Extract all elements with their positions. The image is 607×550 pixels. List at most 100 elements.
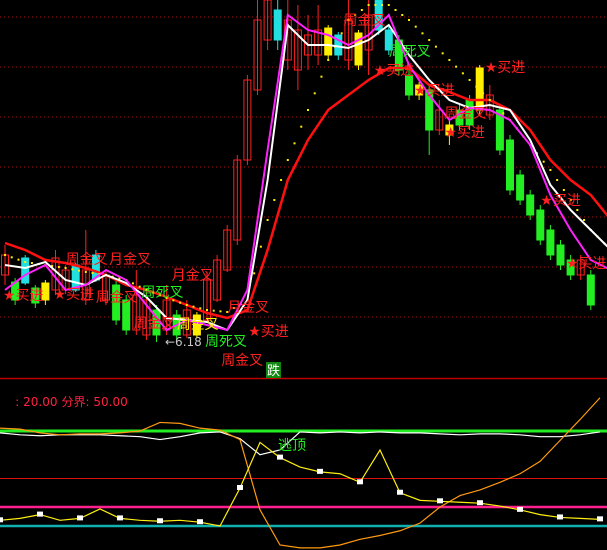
dotted-ma-point	[434, 45, 437, 48]
indicator-marker	[597, 516, 603, 522]
dotted-ma-point	[502, 112, 505, 115]
signal-label: 周死叉	[141, 285, 183, 301]
dotted-ma-point	[226, 311, 229, 313]
param-1-value: : 20.00	[15, 395, 58, 409]
dotted-ma-point	[300, 125, 303, 128]
dotted-ma-point	[131, 282, 134, 285]
dotted-ma-point	[280, 179, 283, 181]
candle	[31, 287, 40, 304]
indicator-marker	[437, 498, 443, 504]
dotted-ma-point	[145, 289, 148, 291]
candle	[324, 27, 333, 56]
dotted-ma-point	[387, 4, 390, 6]
candle	[203, 279, 211, 321]
candle	[112, 284, 121, 321]
indicator-marker	[37, 511, 43, 517]
dotted-ma-point	[347, 19, 350, 21]
dotted-ma-point	[488, 99, 491, 101]
dotted-ma-point	[367, 4, 370, 6]
dotted-ma-point	[4, 254, 6, 256]
signal-label: ★买进	[485, 60, 526, 76]
moving-average-line-2	[4, 22, 607, 332]
indicator-marker	[157, 518, 163, 524]
candle	[223, 229, 232, 271]
dotted-ma-point	[17, 258, 20, 261]
dotted-ma-point	[441, 52, 444, 55]
dotted-ma-point	[394, 9, 397, 11]
signal-label: ★买进	[540, 193, 581, 209]
candle	[21, 257, 30, 284]
signal-label: 周死叉	[205, 334, 247, 350]
dotted-ma-point	[562, 189, 565, 191]
indicator-marker	[117, 515, 123, 521]
dotted-ma-point	[259, 245, 262, 248]
candle	[273, 9, 282, 41]
candle	[142, 299, 151, 336]
dotted-ma-point	[293, 142, 296, 145]
indicator-marker	[197, 519, 203, 525]
dotted-ma-point	[64, 267, 67, 269]
dotted-ma-point	[421, 32, 424, 35]
signal-label: 周金叉	[343, 13, 385, 29]
dotted-ma-point	[51, 265, 54, 267]
dotted-ma-point	[206, 309, 208, 311]
indicator-signal-label: 逃顶	[278, 438, 306, 454]
signal-label: ★买进	[444, 125, 485, 141]
dotted-ma-point	[165, 297, 168, 299]
dotted-ma-point	[448, 59, 451, 61]
dotted-ma-point	[455, 65, 458, 68]
dotted-ma-point	[91, 272, 94, 274]
candle	[132, 294, 141, 331]
dotted-ma-point	[219, 310, 222, 313]
candle	[586, 274, 595, 306]
dotted-ma-point	[71, 268, 74, 271]
indicator-params: : 20.00 分界: 50.00	[0, 379, 132, 424]
candle	[506, 139, 514, 191]
candle	[384, 29, 393, 51]
signal-label: ★买进	[53, 287, 94, 303]
dotted-ma-point	[152, 291, 155, 294]
dotted-ma-point	[10, 256, 13, 259]
signal-label: 月金叉	[109, 252, 151, 268]
candle	[566, 259, 575, 276]
candle	[495, 109, 504, 151]
candle	[405, 74, 413, 96]
dotted-ma-point	[313, 92, 316, 95]
dotted-ma-point	[212, 309, 215, 312]
indicator-marker	[357, 479, 363, 485]
signal-label: 周金叉	[66, 252, 108, 268]
candle	[536, 209, 545, 241]
signal-label: 周金叉	[177, 317, 219, 333]
signal-label: 周死叉	[389, 44, 431, 60]
dotted-ma-point	[57, 266, 60, 268]
param-2-value: : 50.00	[85, 395, 128, 409]
indicator-marker	[237, 485, 243, 490]
dotted-ma-point	[468, 79, 471, 81]
signal-label: 月金叉	[172, 268, 214, 284]
dotted-ma-point	[78, 269, 81, 272]
candle	[263, 0, 272, 41]
dotted-ma-point	[118, 277, 121, 280]
candle	[233, 159, 242, 241]
indicator-marker	[317, 468, 323, 474]
candle	[314, 29, 323, 56]
candle	[374, 0, 383, 31]
dotted-ma-point	[84, 271, 87, 273]
dotted-ma-point	[583, 219, 586, 221]
signal-label: 周金叉	[96, 290, 138, 306]
indicator-marker	[277, 454, 283, 460]
indicator-marker	[477, 500, 483, 506]
signal-label: 周金叉	[221, 353, 263, 369]
dotted-ma-point	[273, 199, 276, 201]
dotted-ma-point	[266, 219, 269, 221]
dotted-ma-point	[30, 262, 33, 264]
dotted-ma-point	[179, 301, 182, 304]
candle	[425, 89, 434, 131]
signal-label: ★买进	[414, 83, 455, 99]
dotted-ma-point	[320, 75, 323, 78]
indicator-line-1	[0, 397, 601, 549]
candle	[243, 79, 252, 161]
